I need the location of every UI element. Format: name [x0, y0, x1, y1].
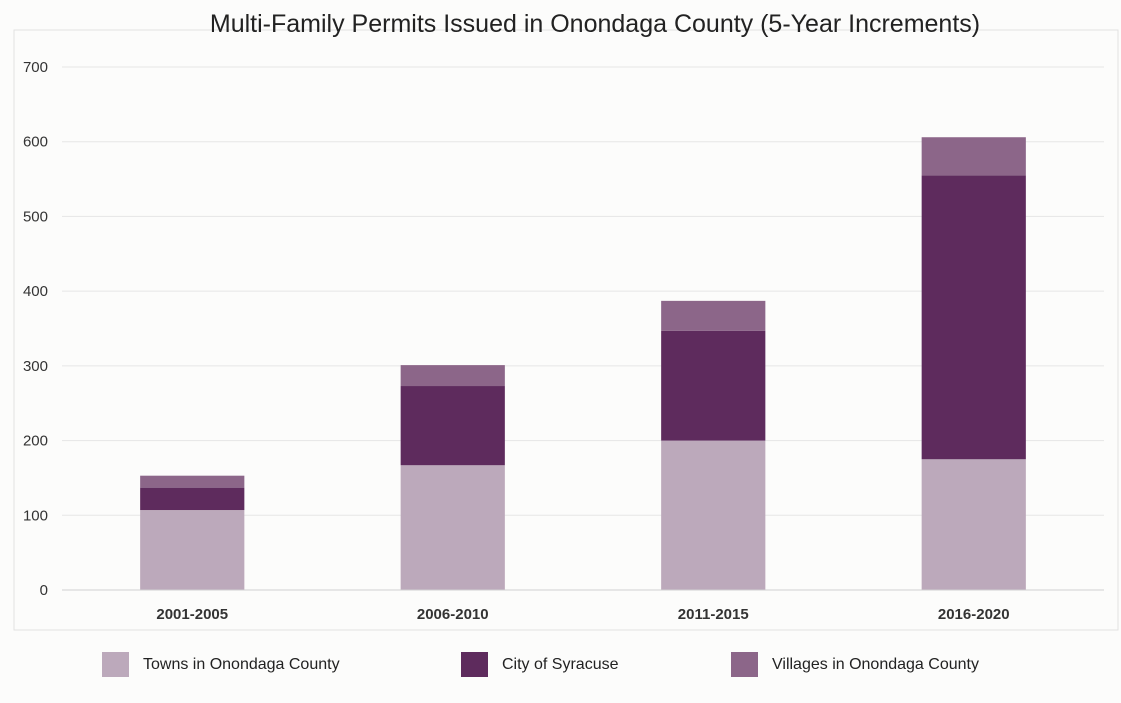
legend-label: Towns in Onondaga County — [143, 656, 340, 673]
chart-title: Multi-Family Permits Issued in Onondaga … — [210, 10, 980, 38]
y-tick-label: 200 — [23, 433, 48, 450]
legend-label: Villages in Onondaga County — [772, 656, 979, 673]
bar-segment — [921, 175, 1026, 460]
bar-segment — [400, 465, 505, 590]
legend-label: City of Syracuse — [502, 656, 619, 673]
y-axis-ticks: 0 100 200 300 400 500 600 700 — [23, 59, 48, 599]
bar-segment — [140, 487, 245, 511]
bar-segment — [661, 300, 766, 331]
bar-segment — [400, 365, 505, 387]
bar-segment — [921, 137, 1026, 176]
y-tick-label: 400 — [23, 283, 48, 300]
y-tick-label: 100 — [23, 507, 48, 524]
x-tick-label: 2001-2005 — [156, 606, 228, 623]
legend-swatch — [102, 652, 129, 677]
bars — [140, 137, 1026, 590]
x-tick-label: 2011-2015 — [678, 606, 749, 623]
bar-segment — [140, 510, 245, 590]
y-tick-label: 0 — [40, 582, 48, 599]
legend-swatch — [461, 652, 488, 677]
x-tick-label: 2016-2020 — [938, 606, 1010, 623]
bar-segment — [400, 386, 505, 466]
x-tick-label: 2006-2010 — [417, 606, 489, 623]
bar-segment — [921, 459, 1026, 590]
bar-segment — [661, 330, 766, 441]
legend: Towns in Onondaga County City of Syracuse… — [102, 652, 979, 677]
legend-swatch — [731, 652, 758, 677]
y-tick-label: 300 — [23, 358, 48, 375]
plot-frame — [13, 29, 1119, 631]
y-tick-label: 600 — [23, 134, 48, 151]
x-axis-ticks: 2001-2005 2006-2010 2011-2015 2016-2020 — [156, 606, 1009, 623]
bar-segment — [661, 440, 766, 590]
bar-segment — [140, 475, 245, 488]
y-tick-label: 500 — [23, 208, 48, 225]
y-tick-label: 700 — [23, 59, 48, 76]
